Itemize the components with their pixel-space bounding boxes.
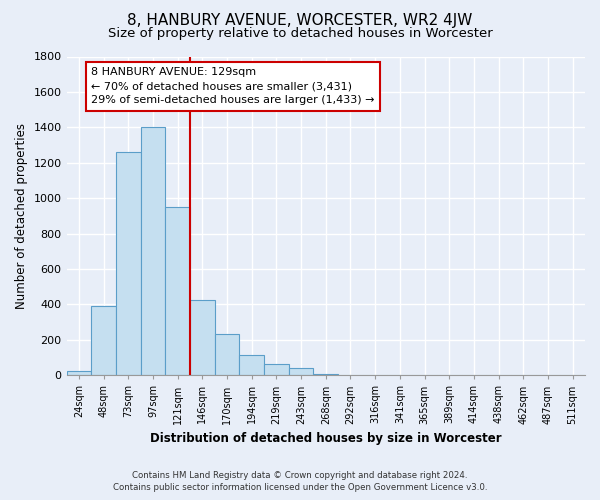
Bar — [215, 334, 239, 376]
Bar — [313, 374, 338, 376]
Text: Contains HM Land Registry data © Crown copyright and database right 2024.
Contai: Contains HM Land Registry data © Crown c… — [113, 471, 487, 492]
Bar — [140, 128, 165, 376]
Bar — [239, 355, 264, 376]
Bar — [91, 306, 116, 376]
Bar — [165, 207, 190, 376]
Text: 8, HANBURY AVENUE, WORCESTER, WR2 4JW: 8, HANBURY AVENUE, WORCESTER, WR2 4JW — [127, 12, 473, 28]
Bar — [67, 371, 91, 376]
Bar — [289, 368, 313, 376]
Text: 8 HANBURY AVENUE: 129sqm
← 70% of detached houses are smaller (3,431)
29% of sem: 8 HANBURY AVENUE: 129sqm ← 70% of detach… — [91, 67, 375, 105]
X-axis label: Distribution of detached houses by size in Worcester: Distribution of detached houses by size … — [150, 432, 502, 445]
Text: Size of property relative to detached houses in Worcester: Size of property relative to detached ho… — [107, 28, 493, 40]
Y-axis label: Number of detached properties: Number of detached properties — [15, 123, 28, 309]
Bar — [190, 300, 215, 376]
Bar — [116, 152, 140, 376]
Bar — [264, 364, 289, 376]
